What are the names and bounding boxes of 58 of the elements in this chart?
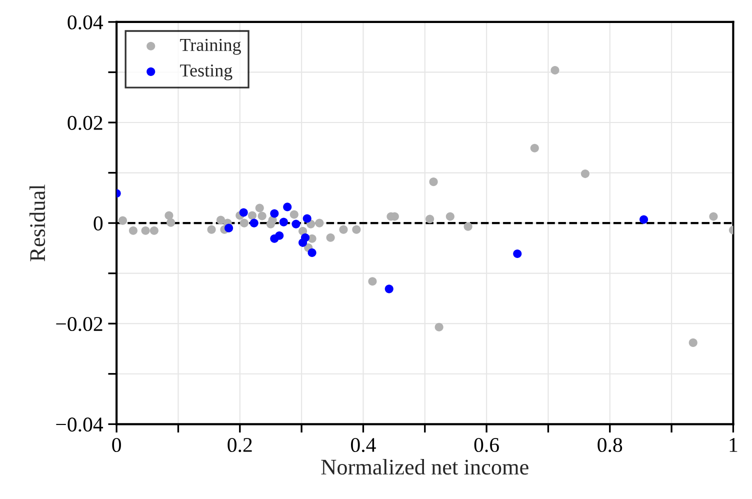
y-tick-label: −0.04 <box>56 418 104 432</box>
point <box>275 231 284 240</box>
point <box>224 224 234 232</box>
point <box>270 209 279 218</box>
point <box>530 144 539 152</box>
point <box>464 222 472 231</box>
point <box>426 214 434 224</box>
point <box>290 210 298 219</box>
point <box>688 338 698 347</box>
x-tick-label: 0.8 <box>598 438 622 452</box>
point <box>207 225 216 234</box>
y-tick-label: −0.02 <box>56 316 102 332</box>
point <box>216 216 226 224</box>
point <box>164 211 174 220</box>
point <box>580 170 590 178</box>
y-tick-label: 0 <box>94 216 103 230</box>
point <box>298 238 308 247</box>
point <box>141 226 150 235</box>
x-tick-label: 0.2 <box>228 438 252 452</box>
point <box>434 322 444 332</box>
y-tick-label: 0.04 <box>68 15 104 30</box>
point <box>255 204 264 212</box>
legend-label: Training <box>180 38 241 55</box>
point <box>166 218 176 227</box>
point <box>240 218 248 228</box>
point <box>339 225 348 234</box>
point <box>302 214 312 223</box>
point <box>279 218 288 226</box>
point <box>298 226 308 236</box>
point <box>248 211 256 220</box>
point <box>640 215 648 224</box>
y-axis-title: Residual <box>29 184 46 262</box>
point <box>368 277 377 286</box>
point <box>128 226 138 235</box>
point <box>283 202 292 212</box>
point <box>513 249 522 258</box>
x-tick-label: 0.4 <box>350 438 376 452</box>
point <box>258 212 266 220</box>
point <box>315 218 324 228</box>
point <box>352 225 361 234</box>
point <box>308 248 316 257</box>
point <box>446 212 454 221</box>
point <box>384 284 394 294</box>
x-axis-title: Normalized net income <box>321 459 528 475</box>
x-tick-label: 0 <box>112 438 121 452</box>
x-tick-label: 0.6 <box>474 438 499 452</box>
point <box>118 216 128 225</box>
point <box>292 220 300 228</box>
y-tick-label: 0.02 <box>68 116 102 130</box>
point <box>150 226 158 235</box>
point <box>429 178 438 186</box>
point <box>326 233 335 242</box>
point <box>239 208 248 217</box>
x-tick-label: 1 <box>730 438 738 452</box>
point <box>250 218 258 228</box>
point <box>709 212 718 221</box>
point <box>550 66 560 74</box>
legend-label: Testing <box>180 64 232 80</box>
